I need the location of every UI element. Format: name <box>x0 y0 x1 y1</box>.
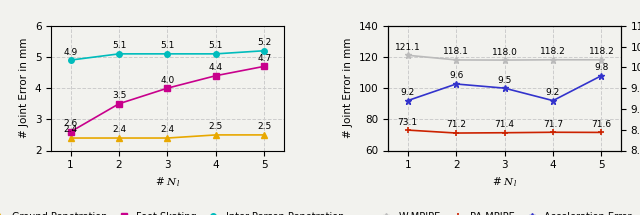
Text: 71.7: 71.7 <box>543 120 563 129</box>
Inter-Person Penetration <box>260 49 268 52</box>
Text: 118.1: 118.1 <box>443 47 469 56</box>
Foot Skating <box>212 74 220 77</box>
Legend: Ground Penetration, Foot Skating, Inter-Person Penetration: Ground Penetration, Foot Skating, Inter-… <box>0 208 348 215</box>
Acceleration Error <box>500 87 508 89</box>
Text: 118.2: 118.2 <box>540 47 566 56</box>
Text: 9.2: 9.2 <box>546 88 560 97</box>
Line: PA-MPJPE: PA-MPJPE <box>404 127 605 137</box>
Foot Skating <box>67 131 74 133</box>
Y-axis label: # Joint Error in mm: # Joint Error in mm <box>19 38 29 138</box>
Text: 2.5: 2.5 <box>209 122 223 131</box>
W-MPJPE <box>404 54 412 57</box>
Text: 9.5: 9.5 <box>497 76 512 84</box>
Inter-Person Penetration <box>115 53 123 55</box>
Line: Foot Skating: Foot Skating <box>68 64 267 135</box>
Text: 71.6: 71.6 <box>591 120 611 129</box>
Text: 73.1: 73.1 <box>397 118 418 126</box>
Text: 4.9: 4.9 <box>63 48 77 57</box>
Text: 3.5: 3.5 <box>112 91 126 100</box>
Foot Skating <box>260 65 268 68</box>
Line: W-MPJPE: W-MPJPE <box>404 52 605 64</box>
W-MPJPE <box>500 59 508 61</box>
Acceleration Error <box>549 99 557 102</box>
PA-MPJPE <box>500 131 508 134</box>
Text: 121.1: 121.1 <box>395 43 420 52</box>
Text: 5.1: 5.1 <box>209 41 223 50</box>
Ground Penetration <box>164 137 172 139</box>
Text: 71.2: 71.2 <box>446 120 466 129</box>
Text: 2.4: 2.4 <box>161 126 175 134</box>
Text: 5.1: 5.1 <box>160 41 175 50</box>
Inter-Person Penetration <box>67 59 74 61</box>
PA-MPJPE <box>404 129 412 131</box>
Text: 9.2: 9.2 <box>401 88 415 97</box>
Foot Skating <box>164 87 172 89</box>
Inter-Person Penetration <box>212 53 220 55</box>
Text: 2.4: 2.4 <box>112 126 126 134</box>
Text: 5.1: 5.1 <box>112 41 126 50</box>
Ground Penetration <box>67 137 74 139</box>
Text: 5.2: 5.2 <box>257 38 271 47</box>
Foot Skating <box>115 103 123 105</box>
Text: 4.0: 4.0 <box>160 76 175 84</box>
Text: 118.2: 118.2 <box>589 47 614 56</box>
X-axis label: # $N_l$: # $N_l$ <box>155 176 180 189</box>
Text: 118.0: 118.0 <box>492 48 518 57</box>
PA-MPJPE <box>598 131 605 134</box>
Acceleration Error <box>452 83 460 85</box>
Line: Ground Penetration: Ground Penetration <box>68 132 267 141</box>
Text: 2.5: 2.5 <box>257 122 271 131</box>
PA-MPJPE <box>549 131 557 134</box>
Text: 4.4: 4.4 <box>209 63 223 72</box>
Text: 4.7: 4.7 <box>257 54 271 63</box>
W-MPJPE <box>452 59 460 61</box>
PA-MPJPE <box>452 132 460 134</box>
Ground Penetration <box>260 134 268 136</box>
Ground Penetration <box>115 137 123 139</box>
Acceleration Error <box>404 99 412 102</box>
Text: 2.6: 2.6 <box>63 119 77 128</box>
Line: Inter-Person Penetration: Inter-Person Penetration <box>68 48 267 63</box>
Text: 71.4: 71.4 <box>495 120 515 129</box>
Line: Acceleration Error: Acceleration Error <box>404 72 605 104</box>
Ground Penetration <box>212 134 220 136</box>
Legend: W-MPJPE, PA-MPJPE, Acceleration Error: W-MPJPE, PA-MPJPE, Acceleration Error <box>374 208 636 215</box>
Inter-Person Penetration <box>164 53 172 55</box>
Text: 9.8: 9.8 <box>594 63 609 72</box>
W-MPJPE <box>598 58 605 61</box>
X-axis label: # $N_l$: # $N_l$ <box>492 176 517 189</box>
Text: 2.4: 2.4 <box>63 126 77 134</box>
Text: 9.6: 9.6 <box>449 71 463 80</box>
Y-axis label: # Joint Error in mm: # Joint Error in mm <box>343 38 353 138</box>
Acceleration Error <box>598 74 605 77</box>
W-MPJPE <box>549 58 557 61</box>
